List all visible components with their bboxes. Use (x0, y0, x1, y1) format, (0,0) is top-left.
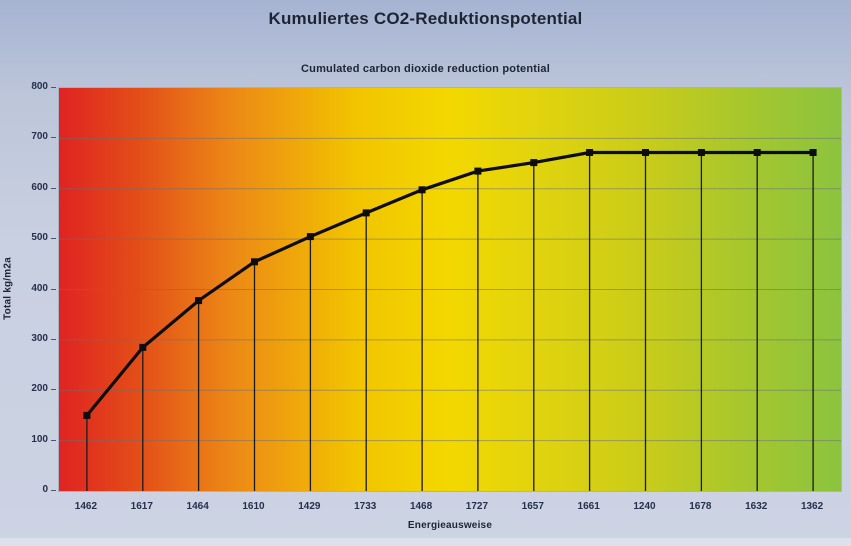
y-axis-tick-label: 700 (31, 131, 48, 143)
y-axis-tick-label: 600 (31, 181, 48, 193)
plot-area (58, 87, 842, 492)
y-axis-tick-label: 100 (31, 433, 48, 445)
x-axis-tick-label: 1678 (689, 501, 712, 512)
x-axis-tick-label: 1429 (298, 501, 321, 512)
y-axis-tick (51, 187, 56, 189)
y-axis-title: Total kg/m2a (2, 257, 14, 320)
y-axis-tick-label: 300 (31, 332, 48, 344)
y-axis-tick-label: 200 (31, 383, 48, 395)
line-chart (59, 137, 841, 491)
x-axis-tick-label: 1610 (242, 501, 265, 512)
y-axis-tick-label: 500 (31, 232, 48, 244)
x-axis-tick-label: 1727 (465, 501, 489, 512)
y-axis-tick (51, 338, 56, 340)
x-axis-tick-label: 1657 (521, 501, 544, 512)
y-axis-tick-label: 800 (31, 81, 48, 92)
x-axis-tick-label: 1240 (633, 501, 656, 512)
x-axis-tick-label: 1462 (74, 501, 98, 512)
y-axis-tick (51, 238, 56, 240)
x-axis-tick-label: 1468 (409, 501, 433, 512)
x-axis-tick-label: 1617 (130, 501, 153, 512)
y-axis-tick (51, 389, 56, 391)
y-axis-tick (51, 137, 56, 139)
x-axis-tick-label: 1362 (800, 501, 824, 512)
y-axis-tick (51, 288, 56, 290)
x-axis-tick-label: 1464 (186, 501, 209, 512)
bottom-strip (0, 538, 851, 546)
y-axis-tick-label: 400 (31, 282, 48, 294)
chart-title: Kumuliertes CO2-Reduktionspotential (268, 9, 583, 28)
x-axis-tick-label: 1661 (577, 501, 600, 512)
y-axis-tick (51, 87, 56, 88)
y-axis-tick (51, 439, 56, 441)
y-axis-tick (51, 490, 56, 491)
x-axis-tick-label: 1733 (354, 501, 377, 512)
chart-subtitle: Cumulated carbon dioxide reduction poten… (301, 63, 550, 75)
y-axis-tick-label: 0 (42, 484, 48, 495)
x-axis-title: Energieausweise (407, 520, 493, 531)
x-axis-tick-label: 1632 (745, 501, 768, 512)
